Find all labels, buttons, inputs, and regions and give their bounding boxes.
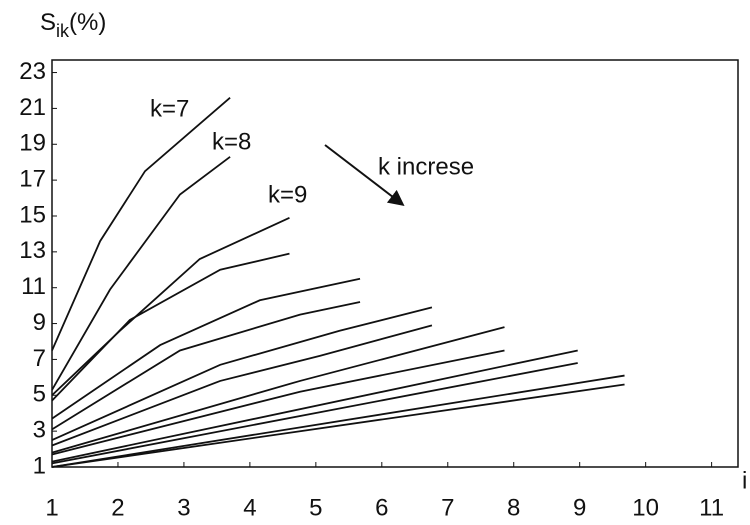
x-tick-label: 9 bbox=[573, 494, 586, 521]
x-tick-label: 11 bbox=[699, 494, 724, 521]
x-tick-label: 7 bbox=[441, 494, 454, 521]
data-line bbox=[51, 96, 231, 351]
y-tick-label: 11 bbox=[21, 273, 46, 300]
y-tick-label: 5 bbox=[33, 381, 46, 408]
annotation: k=7 bbox=[150, 95, 189, 122]
data-line bbox=[51, 301, 361, 431]
data-line bbox=[51, 277, 361, 420]
data-line bbox=[51, 156, 231, 391]
annotation: k increse bbox=[378, 153, 474, 180]
data-line bbox=[51, 252, 290, 402]
y-label-main: S bbox=[40, 9, 56, 36]
data-line bbox=[51, 306, 433, 441]
annotation: k=8 bbox=[212, 128, 251, 155]
y-tick-label: 21 bbox=[19, 94, 46, 121]
y-axis-label: Sik(%) bbox=[40, 9, 106, 40]
y-label-sub: ik bbox=[56, 21, 70, 41]
data-line bbox=[51, 216, 290, 396]
data-line bbox=[51, 374, 625, 468]
data-line bbox=[51, 324, 433, 447]
x-tick-label: 8 bbox=[507, 494, 520, 521]
x-tick-label: 10 bbox=[632, 494, 659, 521]
y-tick-label: 3 bbox=[33, 416, 46, 443]
data-line bbox=[51, 362, 578, 465]
x-axis-label: i bbox=[742, 467, 747, 494]
x-tick-label: 4 bbox=[243, 494, 256, 521]
annotation: k=9 bbox=[268, 181, 307, 208]
y-tick-label: 17 bbox=[19, 165, 46, 192]
data-line bbox=[51, 349, 578, 463]
y-tick-label: 19 bbox=[19, 130, 46, 157]
y-tick-label: 1 bbox=[33, 452, 46, 479]
y-tick-label: 13 bbox=[19, 237, 46, 264]
x-tick-label: 1 bbox=[45, 494, 58, 521]
plot-frame bbox=[51, 59, 739, 468]
x-tick-label: 2 bbox=[111, 494, 124, 521]
x-tick-label: 3 bbox=[177, 494, 190, 521]
x-tick-label: 5 bbox=[309, 494, 322, 521]
data-line bbox=[51, 326, 505, 454]
y-tick-label: 15 bbox=[19, 201, 46, 228]
data-line bbox=[51, 383, 625, 468]
y-tick-label: 7 bbox=[33, 345, 46, 372]
y-tick-label: 23 bbox=[19, 58, 46, 85]
arrow bbox=[324, 144, 405, 206]
x-tick-label: 6 bbox=[375, 494, 388, 521]
y-tick-label: 9 bbox=[33, 309, 46, 336]
data-line bbox=[51, 349, 505, 456]
y-label-unit: (%) bbox=[69, 9, 106, 36]
